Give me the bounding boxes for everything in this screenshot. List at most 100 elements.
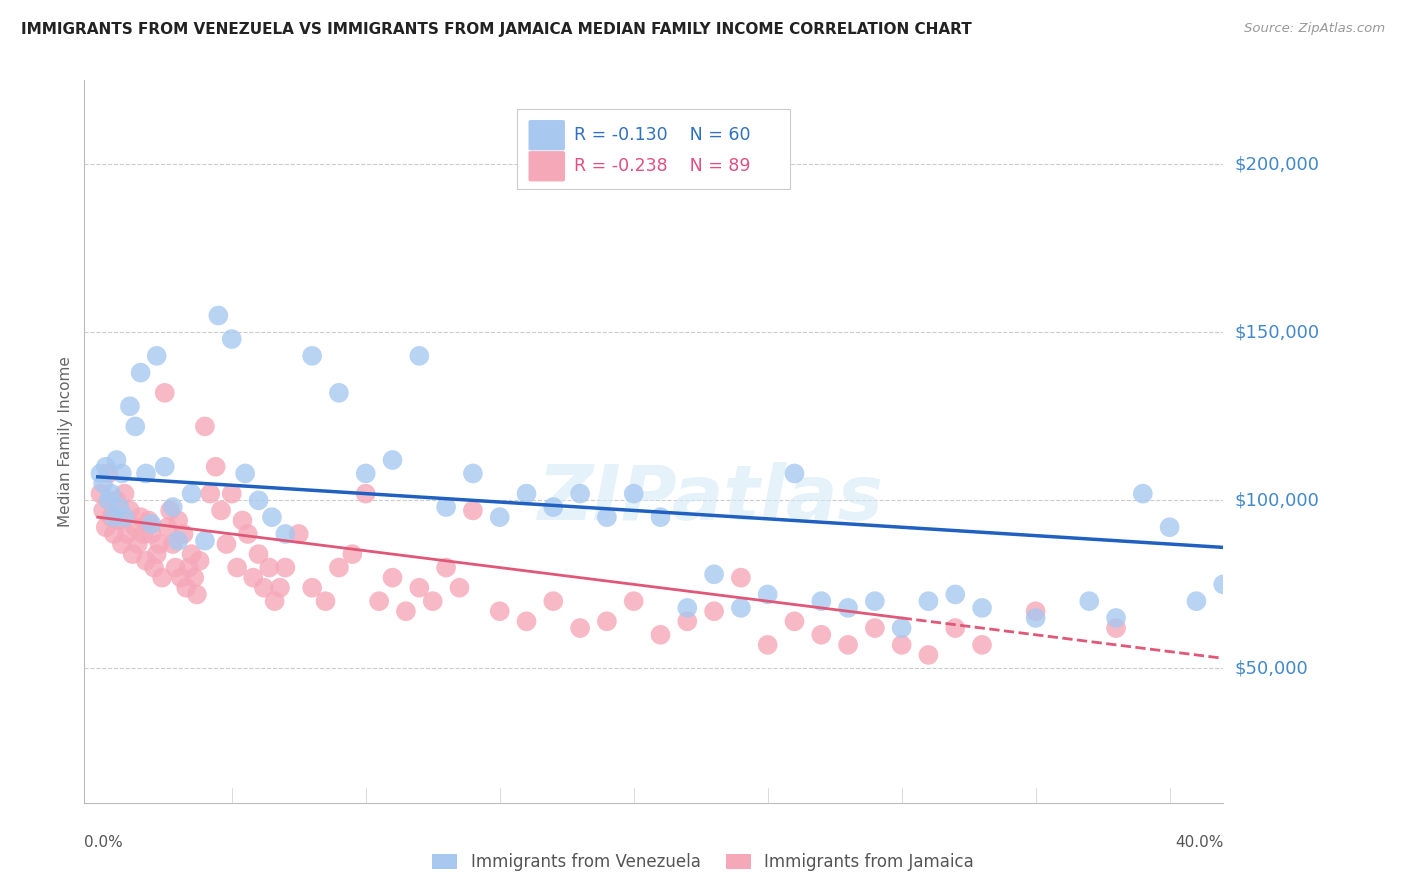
Point — [1105, 611, 1128, 625]
Point — [247, 547, 270, 561]
Point — [209, 503, 232, 517]
Point — [917, 648, 939, 662]
Point — [108, 500, 131, 514]
Point — [135, 467, 157, 481]
Point — [515, 486, 537, 500]
Point — [461, 503, 484, 517]
Point — [242, 571, 264, 585]
Point — [970, 600, 993, 615]
Text: R = -0.238    N = 89: R = -0.238 N = 89 — [574, 157, 751, 175]
Point — [623, 486, 645, 500]
Point — [259, 560, 281, 574]
Point — [111, 467, 134, 481]
Text: $150,000: $150,000 — [1234, 323, 1319, 342]
Point — [543, 594, 565, 608]
Point — [810, 628, 832, 642]
Point — [94, 520, 117, 534]
Point — [129, 366, 152, 380]
Point — [183, 571, 205, 585]
Point — [703, 567, 725, 582]
Point — [569, 486, 592, 500]
FancyBboxPatch shape — [529, 120, 565, 151]
Point — [890, 638, 912, 652]
Point — [863, 621, 886, 635]
Point — [1025, 604, 1047, 618]
Point — [153, 459, 176, 474]
Text: ZIPatlas: ZIPatlas — [537, 462, 884, 536]
Point — [231, 514, 253, 528]
Point — [221, 332, 243, 346]
Point — [162, 500, 184, 514]
Point — [97, 467, 120, 481]
Y-axis label: Median Family Income: Median Family Income — [58, 356, 73, 527]
Point — [89, 486, 111, 500]
Point — [94, 459, 117, 474]
Point — [342, 547, 364, 561]
Point — [221, 486, 243, 500]
Point — [263, 594, 285, 608]
Point — [543, 500, 565, 514]
Point — [703, 604, 725, 618]
Point — [145, 349, 167, 363]
Point — [783, 467, 806, 481]
Point — [97, 493, 120, 508]
Text: $200,000: $200,000 — [1234, 155, 1319, 173]
Point — [170, 571, 193, 585]
Point — [301, 349, 323, 363]
Point — [143, 560, 166, 574]
Point — [180, 486, 202, 500]
Point — [177, 560, 200, 574]
Point — [596, 510, 619, 524]
Point — [129, 510, 152, 524]
Point — [1025, 611, 1047, 625]
Point — [236, 527, 259, 541]
Point — [162, 537, 184, 551]
Point — [1132, 486, 1154, 500]
Point — [488, 510, 510, 524]
Point — [103, 527, 125, 541]
Point — [91, 476, 114, 491]
Point — [89, 467, 111, 481]
Point — [917, 594, 939, 608]
Point — [943, 621, 966, 635]
Point — [287, 527, 309, 541]
Point — [1212, 577, 1234, 591]
Point — [676, 615, 699, 629]
Point — [118, 503, 141, 517]
Text: 0.0%: 0.0% — [84, 835, 124, 850]
Legend: Immigrants from Venezuela, Immigrants from Jamaica: Immigrants from Venezuela, Immigrants fr… — [425, 845, 981, 880]
Point — [488, 604, 510, 618]
Point — [434, 560, 457, 574]
Point — [783, 615, 806, 629]
Point — [756, 587, 779, 601]
Point — [188, 554, 211, 568]
Point — [730, 600, 752, 615]
Point — [159, 503, 181, 517]
Point — [730, 571, 752, 585]
Point — [890, 621, 912, 635]
Point — [315, 594, 337, 608]
Point — [1078, 594, 1101, 608]
Point — [91, 503, 114, 517]
Point — [247, 493, 270, 508]
Point — [145, 547, 167, 561]
Point — [408, 581, 430, 595]
Point — [837, 600, 859, 615]
Point — [150, 571, 173, 585]
Point — [381, 453, 404, 467]
Point — [207, 309, 229, 323]
Point — [650, 510, 672, 524]
Point — [422, 594, 444, 608]
Point — [863, 594, 886, 608]
Point — [569, 621, 592, 635]
Point — [328, 560, 350, 574]
Point — [141, 516, 163, 531]
Point — [135, 554, 157, 568]
Point — [194, 419, 217, 434]
Point — [381, 571, 404, 585]
Point — [368, 594, 391, 608]
Point — [461, 467, 484, 481]
Point — [153, 385, 176, 400]
Point — [127, 537, 149, 551]
Point — [269, 581, 291, 595]
